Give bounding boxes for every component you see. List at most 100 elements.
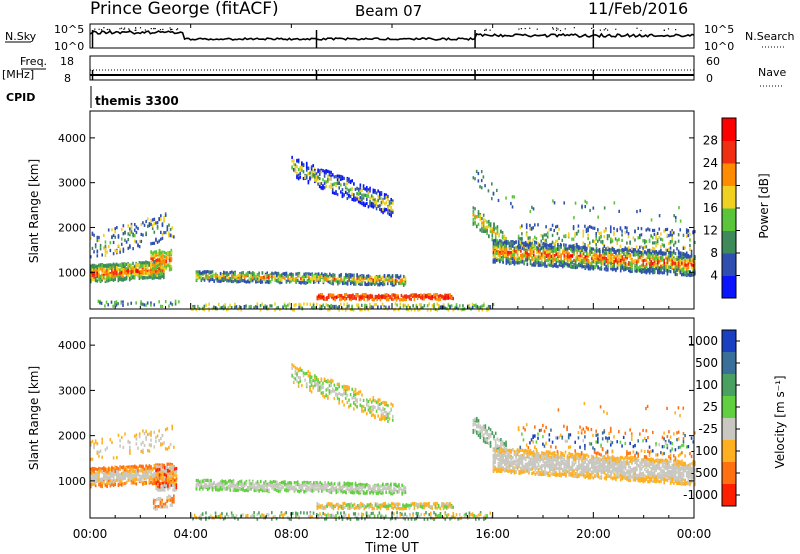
range-cell bbox=[653, 254, 656, 258]
range-cell bbox=[104, 250, 107, 254]
range-cell bbox=[128, 267, 131, 271]
range-cell bbox=[424, 295, 427, 299]
range-cell bbox=[301, 280, 304, 284]
range-cell bbox=[603, 206, 606, 210]
range-cell bbox=[274, 275, 277, 279]
range-cell bbox=[146, 301, 149, 305]
range-cell bbox=[553, 254, 556, 258]
range-cell bbox=[494, 254, 496, 258]
range-cell bbox=[316, 297, 319, 301]
range-cell bbox=[156, 240, 159, 244]
range-cell bbox=[532, 226, 534, 230]
nsearch-dot bbox=[605, 28, 607, 30]
range-cell bbox=[587, 228, 589, 233]
range-cell bbox=[574, 246, 577, 251]
range-cell bbox=[227, 278, 230, 282]
range-cell bbox=[122, 232, 125, 236]
range-cell bbox=[163, 219, 165, 223]
range-cell bbox=[521, 254, 524, 258]
range-cell bbox=[363, 295, 366, 299]
range-cell bbox=[531, 257, 533, 261]
range-cell bbox=[150, 222, 152, 227]
range-cell bbox=[366, 194, 368, 198]
range-cell bbox=[508, 250, 511, 255]
range-cell bbox=[510, 254, 512, 258]
power-ylabel: Slant Range [km] bbox=[27, 159, 41, 263]
range-cell bbox=[610, 261, 612, 265]
range-cell bbox=[555, 264, 558, 268]
range-cell bbox=[637, 226, 640, 230]
range-cell bbox=[411, 294, 414, 299]
range-cell bbox=[650, 248, 652, 253]
range-cell bbox=[364, 276, 367, 281]
range-cell bbox=[498, 232, 500, 236]
range-cell bbox=[245, 304, 247, 308]
range-cell bbox=[516, 251, 519, 255]
range-cell bbox=[663, 261, 665, 265]
range-cell bbox=[91, 246, 94, 251]
range-cell bbox=[146, 260, 149, 265]
range-cell bbox=[94, 243, 97, 247]
range-cell bbox=[413, 297, 416, 302]
range-cell bbox=[163, 260, 166, 264]
range-cell bbox=[677, 261, 680, 265]
range-cell bbox=[216, 277, 219, 281]
range-cell bbox=[223, 278, 225, 283]
range-cell bbox=[629, 240, 631, 244]
range-cell bbox=[592, 251, 595, 256]
range-cell bbox=[243, 275, 246, 279]
range-cell bbox=[94, 481, 97, 485]
range-cell bbox=[400, 293, 403, 298]
range-cell bbox=[274, 302, 276, 306]
range-cell bbox=[532, 253, 535, 257]
range-cell bbox=[160, 260, 163, 264]
range-cell bbox=[96, 235, 99, 240]
range-cell bbox=[540, 252, 543, 256]
range-cell bbox=[353, 196, 355, 200]
range-cell bbox=[90, 280, 92, 284]
range-cell bbox=[219, 277, 222, 281]
range-cell bbox=[546, 235, 549, 239]
range-cell bbox=[195, 278, 198, 282]
range-cell bbox=[138, 239, 141, 244]
range-cell bbox=[540, 243, 543, 247]
range-cell bbox=[611, 265, 614, 269]
range-cell bbox=[578, 248, 580, 253]
nsearch-dot bbox=[593, 29, 595, 31]
range-cell bbox=[159, 263, 162, 267]
range-cell bbox=[390, 214, 392, 218]
nsearch-dot bbox=[135, 29, 137, 31]
range-cell bbox=[390, 197, 392, 202]
range-cell bbox=[497, 244, 500, 248]
range-cell bbox=[98, 238, 100, 242]
range-cell bbox=[332, 293, 335, 297]
range-cell bbox=[226, 308, 228, 312]
range-cell bbox=[229, 276, 232, 281]
range-cell bbox=[402, 275, 405, 279]
range-cell bbox=[542, 249, 545, 253]
range-cell bbox=[317, 175, 319, 179]
range-cell bbox=[112, 270, 115, 275]
range-cell bbox=[319, 278, 322, 282]
range-cell bbox=[677, 255, 680, 259]
range-cell bbox=[537, 259, 540, 263]
range-cell bbox=[107, 269, 110, 273]
range-cell bbox=[685, 272, 688, 276]
range-cell bbox=[160, 255, 163, 259]
range-cell bbox=[497, 249, 500, 254]
range-cell bbox=[294, 163, 297, 167]
range-cell bbox=[359, 278, 362, 282]
range-cell bbox=[388, 200, 391, 204]
range-cell bbox=[297, 177, 300, 181]
range-cell bbox=[677, 263, 680, 267]
range-cell bbox=[573, 244, 575, 248]
range-cell bbox=[547, 250, 550, 254]
range-cell bbox=[309, 280, 312, 284]
range-cell bbox=[582, 249, 585, 253]
range-cell bbox=[297, 160, 300, 164]
range-cell bbox=[631, 267, 633, 271]
range-cell bbox=[162, 262, 165, 266]
range-cell bbox=[337, 277, 339, 281]
range-cell bbox=[271, 271, 273, 275]
range-cell bbox=[518, 256, 521, 260]
